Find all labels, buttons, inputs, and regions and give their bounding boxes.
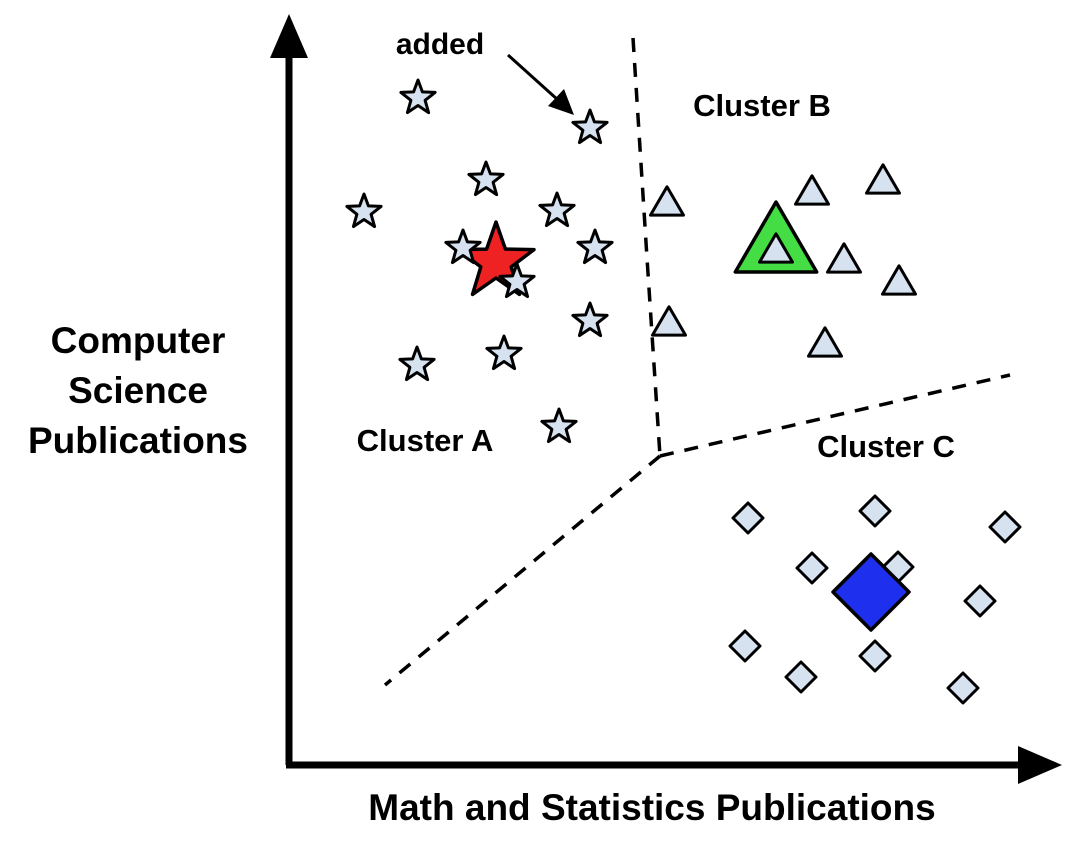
y-axis-label-line-3: Publications [28, 420, 248, 461]
cluster-c-diamond-point [988, 510, 1022, 544]
cluster-a-star-point [345, 192, 383, 229]
boundary-b-c [659, 373, 1011, 458]
cluster-a-star-point [571, 301, 609, 338]
cluster-b-points [649, 163, 917, 358]
x-axis-arrowhead [1018, 746, 1062, 784]
cluster-a-star-point [571, 108, 609, 145]
cluster-a-star-point [485, 334, 523, 371]
cluster-b-label: Cluster B [693, 88, 831, 123]
cluster-a-star-point [540, 407, 578, 444]
added-annotation: added [396, 28, 484, 61]
cluster-a-star-point [399, 78, 437, 115]
cluster-c-diamond-point [784, 660, 818, 694]
cluster-b-triangle-point [865, 163, 901, 195]
axes [270, 14, 1062, 784]
cluster-b-triangle-point [649, 185, 685, 217]
cluster-a-star-point [398, 345, 436, 382]
boundary-a-c [383, 454, 662, 687]
cluster-b-triangle-point [881, 264, 917, 296]
cluster-boundaries [383, 37, 1011, 687]
cluster-a-star-point [498, 262, 536, 299]
cluster-a-star-point [538, 191, 576, 228]
cluster-c-diamond-point [858, 494, 892, 528]
cluster-a-label: Cluster A [357, 423, 494, 458]
y-axis-arrowhead [270, 14, 308, 58]
cluster-c-diamond-point [795, 551, 829, 585]
cluster-b-triangle-point [758, 232, 794, 264]
cluster-c-diamond-point [858, 639, 892, 673]
cluster-a-star-point [467, 160, 505, 197]
added-arrow-head [548, 89, 574, 115]
cluster-c-points [728, 494, 1022, 705]
cluster-a-star-point [444, 228, 482, 265]
cluster-c-diamond-point [946, 671, 980, 705]
boundary-a-b [631, 37, 662, 457]
x-axis-label: Math and Statistics Publications [368, 787, 935, 828]
cluster-c-label: Cluster C [817, 429, 955, 464]
cluster-a-points [345, 78, 614, 444]
added-arrow-line [506, 53, 560, 102]
cluster-b-triangle-point [794, 174, 830, 206]
cluster-c-diamond-point [731, 501, 765, 535]
cluster-b-triangle-point [807, 326, 843, 358]
cluster-b-triangle-point [651, 305, 687, 337]
cluster-c-centroid-diamond [831, 552, 911, 632]
cluster-c-diamond-point [728, 629, 762, 663]
cluster-b-triangle-point [826, 242, 862, 274]
cluster-a-star-point [576, 228, 614, 265]
y-axis-label-line-2: Science [68, 370, 208, 411]
cluster-c-diamond-point [963, 584, 997, 618]
y-axis-label-line-1: Computer [51, 320, 226, 361]
